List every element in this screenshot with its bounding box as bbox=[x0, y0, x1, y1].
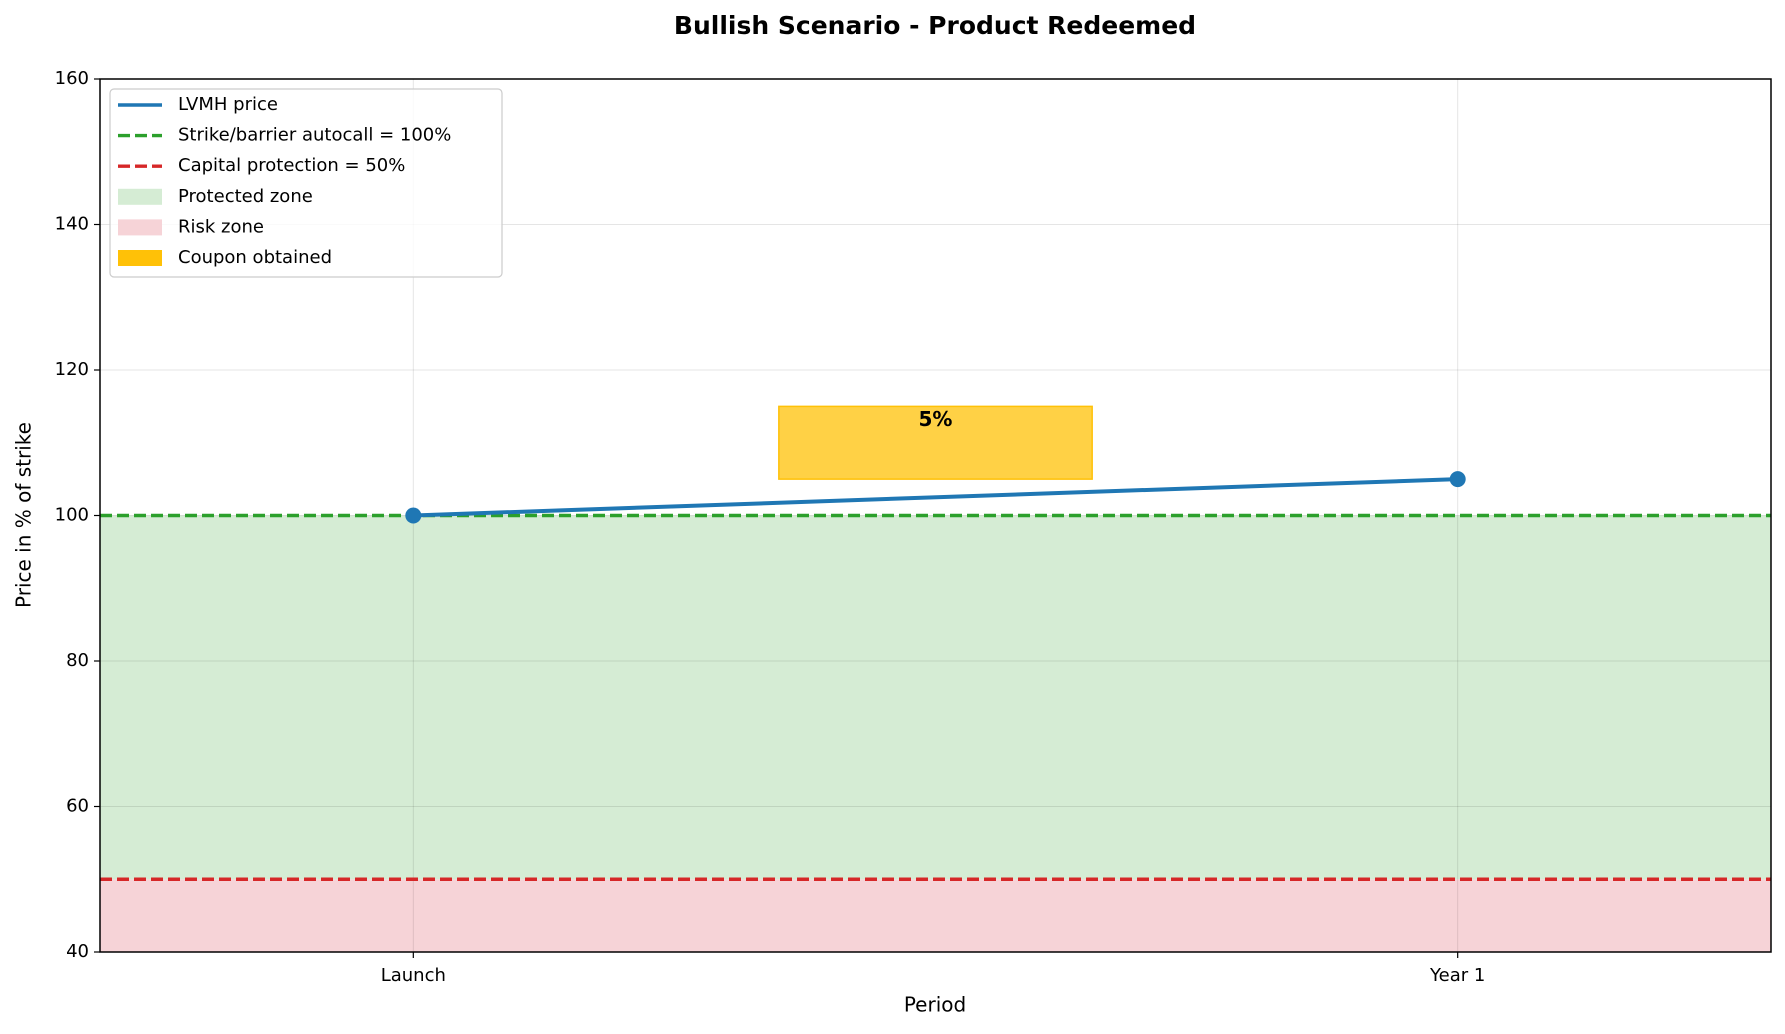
legend-label: Strike/barrier autocall = 100% bbox=[178, 125, 451, 146]
x-tick-label: Launch bbox=[381, 965, 446, 986]
y-tick-label: 80 bbox=[66, 650, 89, 671]
legend-box bbox=[109, 88, 503, 278]
zone bbox=[100, 515, 1771, 880]
chart-title: Bullish Scenario - Product Redeemed bbox=[674, 11, 1196, 40]
y-tick-label: 40 bbox=[66, 941, 89, 962]
legend-swatch bbox=[118, 250, 162, 266]
point bbox=[405, 507, 422, 524]
x-axis-label: Period bbox=[904, 993, 966, 1017]
y-tick-label: 160 bbox=[55, 68, 89, 89]
legend-label: Coupon obtained bbox=[178, 247, 332, 268]
y-axis-label: Price in % of strike bbox=[12, 422, 36, 608]
y-tick-label: 60 bbox=[66, 796, 89, 817]
legend-label: Protected zone bbox=[178, 186, 313, 207]
legend-label: Capital protection = 50% bbox=[178, 155, 405, 176]
legend-label: LVMH price bbox=[178, 94, 278, 115]
coupon-label: 5% bbox=[919, 407, 953, 431]
series-line bbox=[413, 477, 1458, 518]
legend-swatch bbox=[118, 219, 162, 236]
point bbox=[1449, 471, 1466, 488]
y-tick-label: 120 bbox=[55, 359, 89, 380]
x-tick-label: Year 1 bbox=[1429, 965, 1485, 986]
y-tick-label: 100 bbox=[55, 505, 89, 526]
legend-label: Risk zone bbox=[178, 216, 264, 237]
coupon-box bbox=[778, 405, 1093, 480]
y-tick-label: 140 bbox=[55, 214, 89, 235]
legend-swatch bbox=[118, 188, 162, 205]
zone bbox=[100, 879, 1771, 952]
